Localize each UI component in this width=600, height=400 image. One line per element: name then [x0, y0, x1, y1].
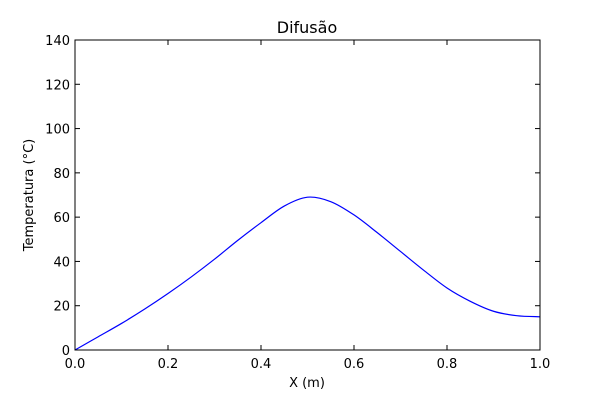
- y-tick-label: 40: [53, 255, 70, 270]
- x-tick-label: 1.0: [530, 357, 551, 372]
- x-tick-label: 0.4: [251, 357, 272, 372]
- y-tick-label: 20: [53, 300, 70, 315]
- x-tick-label: 0.0: [65, 357, 86, 372]
- x-tick-label: 0.2: [158, 357, 179, 372]
- y-tick-label: 60: [53, 211, 70, 226]
- chart-title: Difusão: [277, 18, 337, 37]
- y-tick-label: 0: [62, 344, 70, 359]
- x-tick-label: 0.8: [437, 357, 458, 372]
- series-line: [74, 196, 541, 351]
- y-tick-label: 120: [45, 78, 70, 93]
- y-tick-label: 80: [53, 167, 70, 182]
- y-tick-label: 100: [45, 123, 70, 138]
- plot-area-frame: [74, 39, 541, 351]
- y-tick-label: 140: [45, 34, 70, 49]
- series-layer: [74, 196, 541, 351]
- y-axis-ticks: 0 20 40 60 80 100 120 140: [45, 34, 540, 359]
- x-axis-ticks: 0.0 0.2 0.4 0.6 0.8 1.0: [65, 40, 551, 372]
- y-axis-label: Temperatura (°C): [22, 139, 37, 252]
- x-axis-label: X (m): [289, 376, 325, 391]
- x-tick-label: 0.6: [344, 357, 365, 372]
